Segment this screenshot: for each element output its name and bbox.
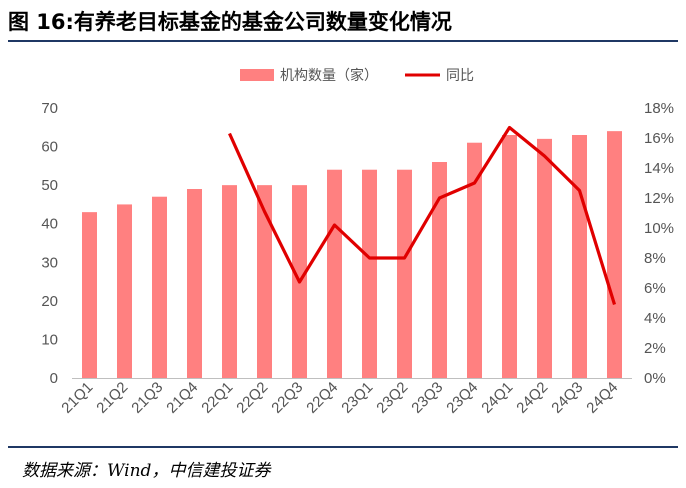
title-divider	[8, 40, 678, 42]
legend-bar-swatch	[240, 69, 274, 81]
x-tick-label: 24Q4	[583, 379, 621, 417]
bar	[397, 169, 412, 378]
y-left-tick-label: 0	[50, 370, 58, 387]
y-left-tick-label: 60	[41, 139, 58, 156]
x-tick-label: 22Q2	[233, 379, 271, 417]
y-right-tick-label: 8%	[644, 250, 666, 267]
x-tick-label: 21Q3	[128, 379, 166, 417]
x-tick-label: 21Q2	[93, 379, 131, 417]
bar	[607, 131, 622, 378]
bar	[537, 138, 552, 378]
x-tick-label: 22Q3	[268, 379, 306, 417]
bar	[257, 185, 272, 378]
x-tick-label: 22Q4	[303, 379, 341, 417]
bar	[222, 185, 237, 378]
bar	[572, 135, 587, 378]
x-tick-label: 23Q1	[338, 379, 376, 417]
bar	[502, 135, 517, 378]
y-right-tick-label: 2%	[644, 340, 666, 357]
y-left-tick-label: 10	[41, 331, 58, 348]
bar	[117, 204, 132, 378]
legend-label-line: 同比	[446, 68, 474, 84]
y-left-tick-label: 40	[41, 216, 58, 233]
footer-divider	[8, 446, 678, 448]
combo-chart: 机构数量（家） 同比 0 10 20 30 40 50 60 70 0% 2% 4% 6% 8% 10% 12%…	[41, 67, 674, 417]
x-tick-label: 24Q1	[478, 379, 516, 417]
chart-title: 图 16:有养老目标基金的基金公司数量变化情况	[8, 10, 452, 34]
y-left-tick-label: 20	[41, 293, 58, 310]
bar	[187, 189, 202, 378]
bar	[432, 162, 447, 378]
y-right-tick-label: 16%	[644, 130, 674, 147]
x-tick-label: 23Q2	[373, 379, 411, 417]
y-left-tick-label: 30	[41, 254, 58, 271]
x-tick-label: 24Q3	[548, 379, 586, 417]
source-note: 数据来源：Wind，中信建投证券	[22, 461, 271, 481]
y-right-tick-label: 12%	[644, 190, 674, 207]
yoy-line	[228, 125, 617, 305]
x-tick-label: 21Q4	[163, 379, 201, 417]
x-tick-label: 23Q3	[408, 379, 446, 417]
x-tick-label: 23Q4	[443, 379, 481, 417]
bar	[327, 169, 342, 378]
y-right-tick-label: 14%	[644, 160, 674, 177]
bar	[467, 142, 482, 378]
x-tick-label: 24Q2	[513, 379, 551, 417]
y-right-tick-label: 10%	[644, 220, 674, 237]
y-left-tick-label: 50	[41, 177, 58, 194]
legend-label-bars: 机构数量（家）	[280, 67, 378, 84]
bar	[152, 196, 167, 378]
bar	[82, 212, 97, 378]
y-right-tick-label: 0%	[644, 370, 666, 387]
y-right-tick-label: 18%	[644, 100, 674, 117]
bar	[362, 169, 377, 378]
y-right-tick-label: 6%	[644, 280, 666, 297]
y-right-tick-label: 4%	[644, 310, 666, 327]
x-tick-label: 22Q1	[198, 379, 236, 417]
x-tick-label: 21Q1	[58, 379, 96, 417]
y-left-tick-label: 70	[41, 100, 58, 117]
